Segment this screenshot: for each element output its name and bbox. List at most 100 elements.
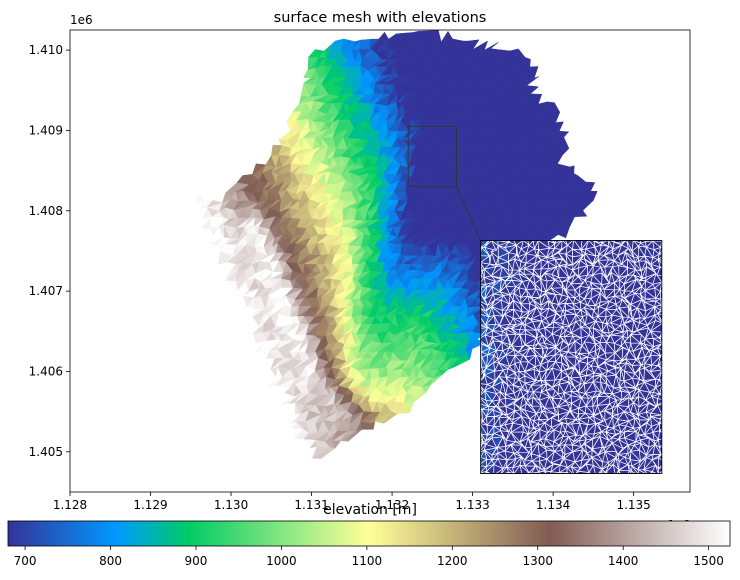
inset-mesh-triangle — [621, 240, 625, 245]
inset-mesh-triangle — [593, 240, 603, 244]
inset-mesh-triangle — [652, 475, 661, 483]
mesh-triangle — [537, 101, 548, 114]
mesh-triangle — [526, 85, 540, 95]
inset-mesh-triangle — [530, 472, 533, 474]
inset-mesh-triangle — [527, 240, 534, 247]
mesh-triangle — [529, 66, 539, 79]
mesh-triangle — [340, 38, 356, 53]
inset-mesh-triangle — [480, 457, 481, 458]
mesh-triangle — [405, 32, 414, 41]
mesh-triangle — [484, 41, 499, 51]
inset-mesh-triangle — [513, 472, 515, 474]
inset-mesh-triangle — [527, 471, 530, 474]
inset-mesh-triangle — [471, 397, 480, 404]
inset-mesh-triangle — [618, 470, 630, 474]
inset-mesh-triangle — [574, 236, 582, 240]
inset-mesh-triangle — [472, 465, 478, 472]
inset-mesh-triangle — [595, 476, 600, 483]
mesh-triangle — [498, 49, 511, 60]
mesh-triangle — [395, 32, 407, 40]
inset-mesh-triangle — [642, 475, 649, 482]
inset-mesh-triangle — [627, 232, 632, 240]
mesh-triangle — [428, 30, 439, 42]
inset-mesh-triangle — [565, 240, 574, 246]
mesh-triangle — [199, 200, 213, 209]
mesh-triangle — [330, 38, 344, 51]
zoom-indicator — [407, 125, 482, 241]
inset-mesh-triangle — [551, 240, 556, 244]
mesh-triangle — [440, 30, 453, 43]
inset-mesh-triangle — [632, 240, 634, 242]
inset-mesh-triangle — [480, 456, 482, 458]
inset-mesh-triangle — [631, 470, 637, 474]
mesh-triangle — [579, 181, 596, 191]
mesh-triangle — [271, 144, 283, 157]
mesh-triangle — [370, 38, 380, 50]
mesh-triangle — [314, 49, 325, 58]
mesh-triangle — [242, 174, 253, 185]
mesh-triangle — [163, 189, 174, 203]
mesh-triangle — [378, 31, 390, 40]
inset-mesh-triangle — [474, 473, 481, 481]
inset-mesh-triangle — [480, 456, 482, 458]
zoom-box — [407, 125, 457, 188]
mesh-triangle — [206, 367, 217, 376]
mesh-triangle — [560, 165, 575, 175]
inset-mesh-triangle — [480, 457, 481, 459]
mesh-triangle — [471, 40, 489, 51]
inset-mesh-triangle — [600, 240, 604, 244]
mesh-triangle — [547, 101, 555, 111]
inset-mesh-triangle — [587, 471, 592, 474]
mesh-triangle — [551, 130, 569, 140]
inset-mesh-triangle — [593, 240, 595, 243]
inset-mesh-triangle — [630, 240, 634, 241]
mesh-triangle — [509, 48, 519, 59]
inset-mesh-triangle — [645, 475, 652, 482]
inset-mesh-triangle — [550, 471, 561, 474]
inset-zoom-axes — [471, 232, 663, 483]
inset-mesh-triangle — [582, 234, 589, 239]
inset-mesh-triangle — [501, 474, 507, 481]
mesh-triangle — [172, 189, 182, 202]
inset-mesh-triangle — [652, 240, 654, 242]
inset-mesh-triangle — [515, 475, 523, 479]
inset-mesh-triangle — [613, 240, 623, 244]
mesh-triangle — [206, 200, 224, 208]
inset-mesh-triangle — [480, 370, 485, 376]
inset-mesh-triangle — [484, 240, 492, 248]
mesh-triangle — [351, 39, 362, 50]
mesh-triangle — [526, 93, 543, 106]
inset-mesh-triangle — [473, 423, 480, 431]
mesh-triangle — [358, 38, 372, 50]
mesh-triangle — [456, 40, 469, 49]
inset-mesh-triangle — [494, 474, 501, 483]
inset-mesh-triangle — [554, 240, 562, 245]
inset-mesh-triangle — [627, 469, 632, 474]
mesh-triangle — [418, 30, 430, 44]
inset-mesh-triangle — [480, 366, 482, 368]
inset-mesh-triangle — [530, 472, 532, 474]
mesh-triangle — [154, 190, 165, 201]
mesh-triangle — [551, 163, 571, 174]
mesh-triangle — [490, 48, 500, 60]
mesh-triangle — [412, 30, 419, 43]
inset-mesh-triangle — [606, 235, 615, 240]
mesh-triangle — [448, 38, 464, 49]
inset-mesh-triangle — [475, 465, 480, 473]
inset-mesh-triangle — [528, 472, 532, 474]
mesh-triangle — [573, 173, 579, 183]
mesh-triangle — [590, 191, 598, 202]
mesh-triangle — [252, 163, 267, 175]
main-plot-area — [69, 29, 691, 493]
inset-mesh-triangle — [588, 471, 590, 474]
inset-mesh-triangle — [480, 472, 481, 473]
inset-mesh-triangle — [632, 240, 642, 244]
inset-mesh-triangle — [640, 475, 649, 482]
mesh-triangle — [526, 76, 539, 86]
inset-mesh-triangle — [472, 402, 480, 411]
inset-mesh-triangle — [471, 399, 480, 403]
inset-mesh-triangle — [480, 240, 490, 249]
mesh-triangle — [129, 198, 141, 211]
inset-mesh-triangle — [580, 240, 589, 252]
